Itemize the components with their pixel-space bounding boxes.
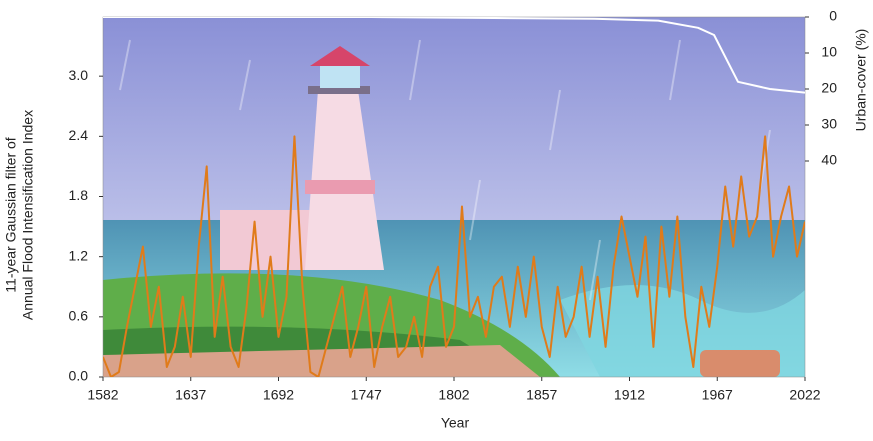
y2-tick-label: 0 — [829, 8, 837, 24]
x-tick-label: 1857 — [526, 387, 557, 403]
x-tick-label: 1802 — [438, 387, 469, 403]
y2-tick-label: 10 — [821, 44, 837, 60]
x-tick-label: 1582 — [87, 387, 118, 403]
x-tick-label: 1637 — [175, 387, 206, 403]
x-axis-label: Year — [441, 415, 470, 431]
y-tick-label: 0.0 — [69, 368, 89, 384]
y-tick-label: 3.0 — [69, 67, 89, 83]
y-axis-label: Annual Flood Intensification Index — [20, 110, 36, 320]
series-line — [103, 17, 805, 94]
x-tick-label: 1747 — [351, 387, 382, 403]
y-tick-label: 2.4 — [69, 127, 89, 143]
y2-tick-label: 20 — [821, 80, 837, 96]
y-tick-label: 0.6 — [69, 308, 89, 324]
x-tick-label: 2022 — [789, 387, 820, 403]
x-tick-label: 1692 — [263, 387, 294, 403]
series-line — [103, 135, 805, 377]
y2-tick-label: 40 — [821, 152, 837, 168]
y-axis-label: 11-year Gaussian filter of — [3, 137, 19, 292]
plot-area — [103, 17, 805, 377]
y2-axis-label: Urban-cover (%) — [853, 29, 869, 132]
y-tick-label: 1.8 — [69, 187, 89, 203]
x-tick-label: 1912 — [614, 387, 645, 403]
background-illustration — [103, 17, 805, 377]
x-tick-label: 1967 — [702, 387, 733, 403]
y2-tick-label: 30 — [821, 116, 837, 132]
y-tick-label: 1.2 — [69, 247, 89, 263]
